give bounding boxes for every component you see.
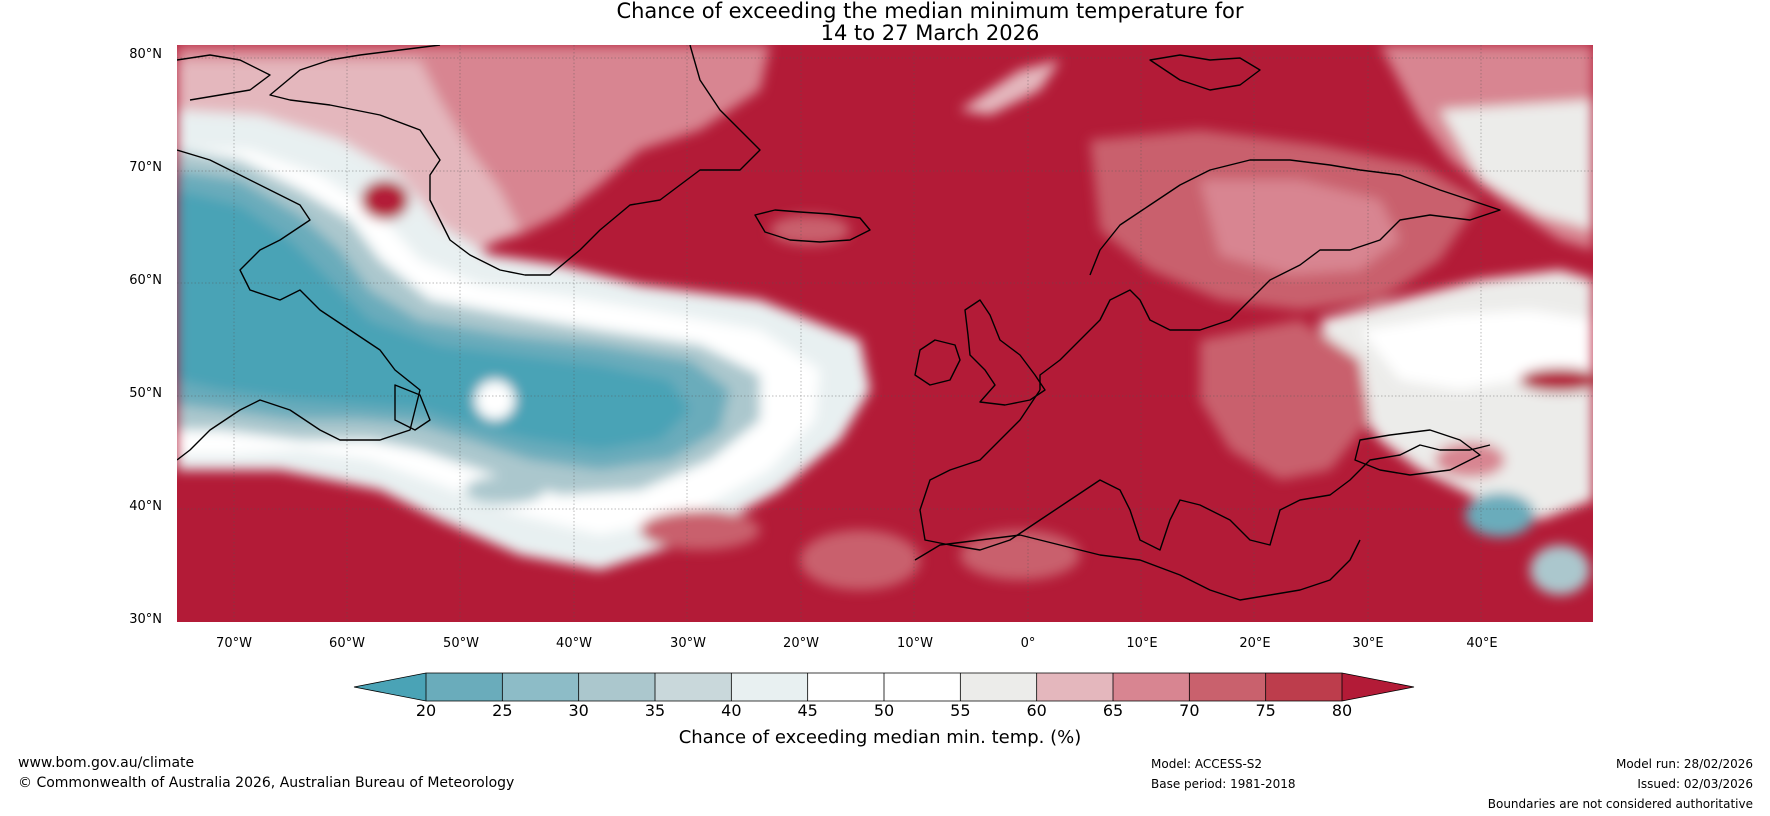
lon-label: 40°E (1466, 636, 1498, 651)
colorbar-segment (731, 673, 809, 701)
europe-south-coast (919, 389, 1491, 551)
colorbar-tick-label: 70 (1179, 701, 1200, 720)
base-period-text: Base period: 1981-2018 (1151, 777, 1296, 791)
lon-label: 70°W (216, 636, 252, 651)
lon-label: 20°W (783, 636, 819, 651)
colorbar-segment (807, 673, 885, 701)
lon-label: 30°W (670, 636, 706, 651)
colorbar-segment (1113, 673, 1190, 701)
coastlines (177, 45, 1501, 601)
colorbar-tick-label: 65 (1102, 701, 1124, 720)
canada-coast (177, 149, 421, 461)
issued-text: Issued: 02/03/2026 (1637, 777, 1753, 791)
graticule (177, 45, 1593, 622)
colorbar-tick-label: 45 (797, 701, 818, 720)
colorbar-segment (1265, 673, 1343, 701)
europe-north-coast (1039, 159, 1501, 390)
iceland-coast (754, 209, 871, 243)
colorbar-outline (353, 672, 1415, 702)
colorbar-segment (655, 673, 732, 701)
lat-label: 60°N (129, 273, 162, 288)
colorbar-tick-label: 60 (1026, 701, 1047, 720)
colorbar-tick-label: 30 (568, 701, 589, 720)
colorbar-title: Chance of exceeding median min. temp. (%… (678, 727, 1082, 748)
colorbar-tick-label: 75 (1255, 701, 1276, 720)
map-title-line-2: 14 to 27 March 2026 (820, 21, 1040, 45)
colorbar-segment (1036, 673, 1114, 701)
lon-label: 10°E (1126, 636, 1158, 651)
lon-label: 50°W (443, 636, 479, 651)
copyright-text: © Commonwealth of Australia 2026, Austra… (18, 775, 515, 791)
africa-north-coast (914, 534, 1361, 601)
lat-label: 40°N (129, 499, 162, 514)
colorbar-tick-label: 20 (415, 701, 437, 720)
lon-label: 20°E (1239, 636, 1271, 651)
website-text: www.bom.gov.au/climate (18, 755, 195, 771)
lon-label: 60°W (329, 636, 365, 651)
greenland-coast (269, 45, 761, 276)
colorbar-segment (502, 673, 580, 701)
model-run-text: Model run: 28/02/2026 (1615, 757, 1753, 771)
lat-label: 30°N (129, 612, 162, 627)
map-title-line-1: Chance of exceeding the median minimum t… (616, 0, 1244, 23)
colorbar (353, 672, 1415, 702)
colorbar-segment (960, 673, 1038, 701)
colorbar-segment (578, 673, 656, 701)
disclaimer-text: Boundaries are not considered authoritat… (1487, 797, 1753, 811)
colorbar-tick-label: 25 (492, 701, 513, 720)
colorbar-tick-label: 80 (1331, 701, 1353, 720)
lat-label: 80°N (129, 47, 162, 62)
colorbar-segment (426, 673, 503, 701)
lat-label: 50°N (129, 386, 162, 401)
lon-label: 0° (1020, 636, 1036, 651)
colorbar-tick-label: 50 (873, 701, 895, 720)
model-text: Model: ACCESS-S2 (1151, 757, 1263, 771)
colorbar-segment (884, 673, 961, 701)
colorbar-low-arrow (354, 673, 426, 701)
colorbar-segment (1189, 673, 1267, 701)
lat-label: 70°N (129, 160, 162, 175)
lon-label: 10°W (897, 636, 933, 651)
lon-label: 30°E (1352, 636, 1384, 651)
colorbar-tick-label: 40 (721, 701, 742, 720)
colorbar-tick-label: 55 (950, 701, 971, 720)
map-field (177, 45, 1593, 622)
britain-coast (964, 299, 1046, 406)
lon-label: 40°W (556, 636, 592, 651)
colorbar-tick-label: 35 (644, 701, 666, 720)
colorbar-high-arrow (1342, 673, 1414, 701)
